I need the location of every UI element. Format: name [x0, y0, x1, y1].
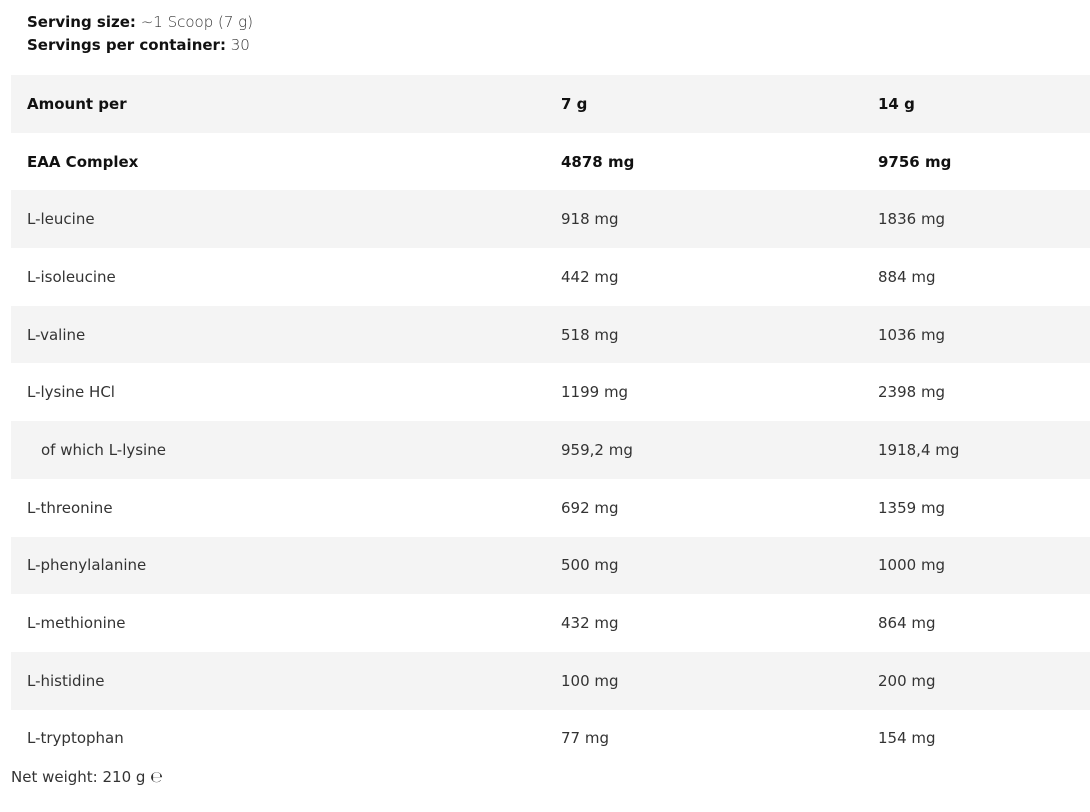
header-amount-per: Amount per — [11, 75, 561, 133]
amount-7g: 918 mg — [561, 190, 878, 249]
table-row: L-phenylalanine 500 mg 1000 mg — [11, 536, 1090, 595]
table-row: L-methionine 432 mg 864 mg — [11, 594, 1090, 652]
table-row: L-lysine HCl 1199 mg 2398 mg — [11, 363, 1090, 421]
ingredient-name: L-valine — [11, 305, 561, 364]
amount-14g: 864 mg — [878, 614, 936, 633]
table-row: of which L-lysine 959,2 mg 1918,4 mg — [11, 421, 1090, 479]
serving-info: Serving size: ~1 Scoop (7 g) Servings pe… — [27, 11, 253, 57]
amount-7g: 692 mg — [561, 498, 619, 517]
amount-14g: 2398 mg — [878, 383, 946, 402]
amount-14g: 154 mg — [878, 729, 936, 748]
amount-14g: 1836 mg — [878, 190, 1090, 249]
amount-14g: 1000 mg — [878, 536, 1090, 595]
ingredient-name: EAA Complex — [27, 152, 139, 171]
amount-7g: 518 mg — [561, 305, 878, 364]
net-weight: Net weight: 210 g ℮ — [11, 768, 163, 786]
ingredient-name: L-tryptophan — [27, 729, 124, 748]
table-header-row: Amount per 7 g 14 g — [11, 75, 1090, 133]
amount-14g: 1036 mg — [878, 305, 1090, 364]
ingredient-name: L-isoleucine — [27, 267, 116, 286]
table-row: L-histidine 100 mg 200 mg — [11, 651, 1090, 710]
table-row: L-leucine 918 mg 1836 mg — [11, 190, 1090, 249]
nutrition-table: Amount per 7 g 14 g EAA Complex 4878 mg 97… — [11, 75, 1090, 767]
table-row: L-tryptophan 77 mg 154 mg — [11, 710, 1090, 768]
ingredient-name: L-histidine — [11, 651, 561, 710]
amount-7g: 959,2 mg — [561, 421, 878, 479]
amount-7g: 432 mg — [561, 614, 619, 633]
amount-14g: 1918,4 mg — [878, 421, 1090, 479]
amount-7g: 77 mg — [561, 729, 609, 748]
ingredient-name: of which L-lysine — [11, 421, 561, 479]
ingredient-name: L-phenylalanine — [11, 536, 561, 595]
table-row: L-isoleucine 442 mg 884 mg — [11, 248, 1090, 306]
amount-7g: 442 mg — [561, 267, 619, 286]
amount-7g: 100 mg — [561, 651, 878, 710]
amount-14g: 884 mg — [878, 267, 936, 286]
ingredient-name: L-methionine — [27, 614, 126, 633]
servings-per-container: Servings per container: 30 — [27, 36, 250, 54]
amount-7g: 500 mg — [561, 536, 878, 595]
header-14g: 14 g — [878, 75, 1090, 133]
amount-7g: 4878 mg — [561, 152, 635, 171]
ingredient-name: L-threonine — [27, 498, 113, 517]
serving-size: Serving size: ~1 Scoop (7 g) — [27, 13, 253, 31]
table-row: L-valine 518 mg 1036 mg — [11, 305, 1090, 364]
amount-14g: 200 mg — [878, 651, 1090, 710]
amount-7g: 1199 mg — [561, 383, 629, 402]
header-7g: 7 g — [561, 75, 878, 133]
amount-14g: 1359 mg — [878, 498, 946, 517]
amount-14g: 9756 mg — [878, 152, 952, 171]
table-row: L-threonine 692 mg 1359 mg — [11, 479, 1090, 537]
ingredient-name: L-lysine HCl — [27, 383, 115, 402]
ingredient-name: L-leucine — [11, 190, 561, 249]
table-row: EAA Complex 4878 mg 9756 mg — [11, 133, 1090, 191]
